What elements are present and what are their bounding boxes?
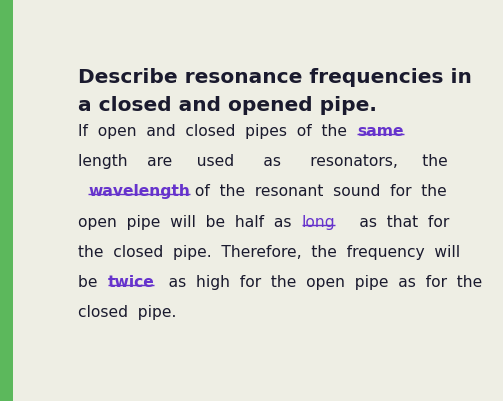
Text: of  the  resonant  sound  for  the: of the resonant sound for the	[190, 184, 447, 199]
Text: long: long	[302, 215, 336, 229]
Text: open  pipe  will  be  half  as: open pipe will be half as	[78, 215, 302, 229]
Text: closed  pipe.: closed pipe.	[78, 305, 177, 320]
Text: wavelength: wavelength	[88, 184, 190, 199]
Text: as  high  for  the  open  pipe  as  for  the: as high for the open pipe as for the	[154, 275, 483, 290]
Text: same: same	[357, 124, 404, 139]
Text: the  closed  pipe.  Therefore,  the  frequency  will: the closed pipe. Therefore, the frequenc…	[78, 245, 461, 260]
Text: twice: twice	[108, 275, 154, 290]
Text: Describe resonance frequencies in: Describe resonance frequencies in	[78, 68, 472, 87]
Text: length    are     used      as      resonators,     the: length are used as resonators, the	[78, 154, 448, 169]
Text: as  that  for: as that for	[336, 215, 450, 229]
Text: a closed and opened pipe.: a closed and opened pipe.	[78, 96, 377, 115]
Text: If  open  and  closed  pipes  of  the: If open and closed pipes of the	[78, 124, 357, 139]
Text: be: be	[78, 275, 108, 290]
